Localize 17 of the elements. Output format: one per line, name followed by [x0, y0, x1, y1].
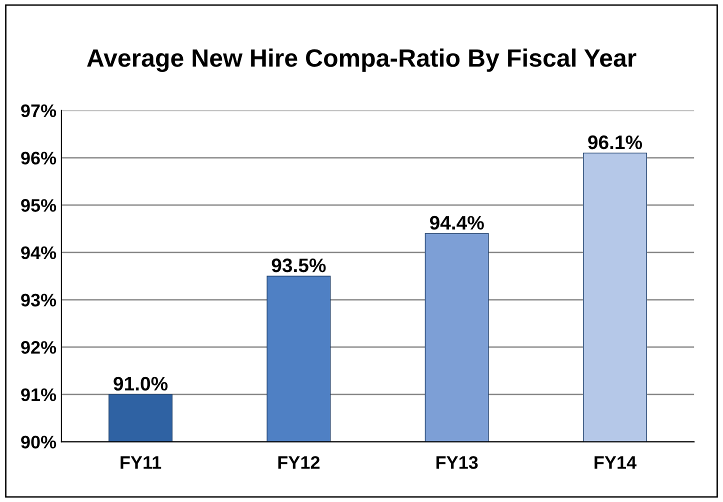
- y-tick-label: 91%: [21, 388, 56, 402]
- y-tick-label: 95%: [21, 199, 56, 212]
- data-label: 93.5%: [272, 258, 326, 272]
- y-tick-label: 97%: [21, 104, 56, 118]
- y-tick-label: 96%: [21, 152, 56, 164]
- x-tick-label: FY11: [120, 456, 162, 469]
- y-tick-label: 94%: [21, 246, 56, 260]
- x-tick-label: FY13: [436, 456, 478, 469]
- chart-title: Average New Hire Compa-Ratio By Fiscal Year: [87, 48, 636, 72]
- y-tick-label: 92%: [21, 341, 56, 354]
- data-label: 91.0%: [114, 376, 168, 391]
- y-tick-label: 93%: [21, 294, 56, 307]
- x-tick-label: FY14: [594, 456, 636, 469]
- y-tick-label: 90%: [21, 436, 56, 448]
- data-label: 96.1%: [588, 135, 642, 150]
- x-tick-label: FY12: [278, 456, 320, 469]
- data-label: 94.4%: [430, 216, 484, 230]
